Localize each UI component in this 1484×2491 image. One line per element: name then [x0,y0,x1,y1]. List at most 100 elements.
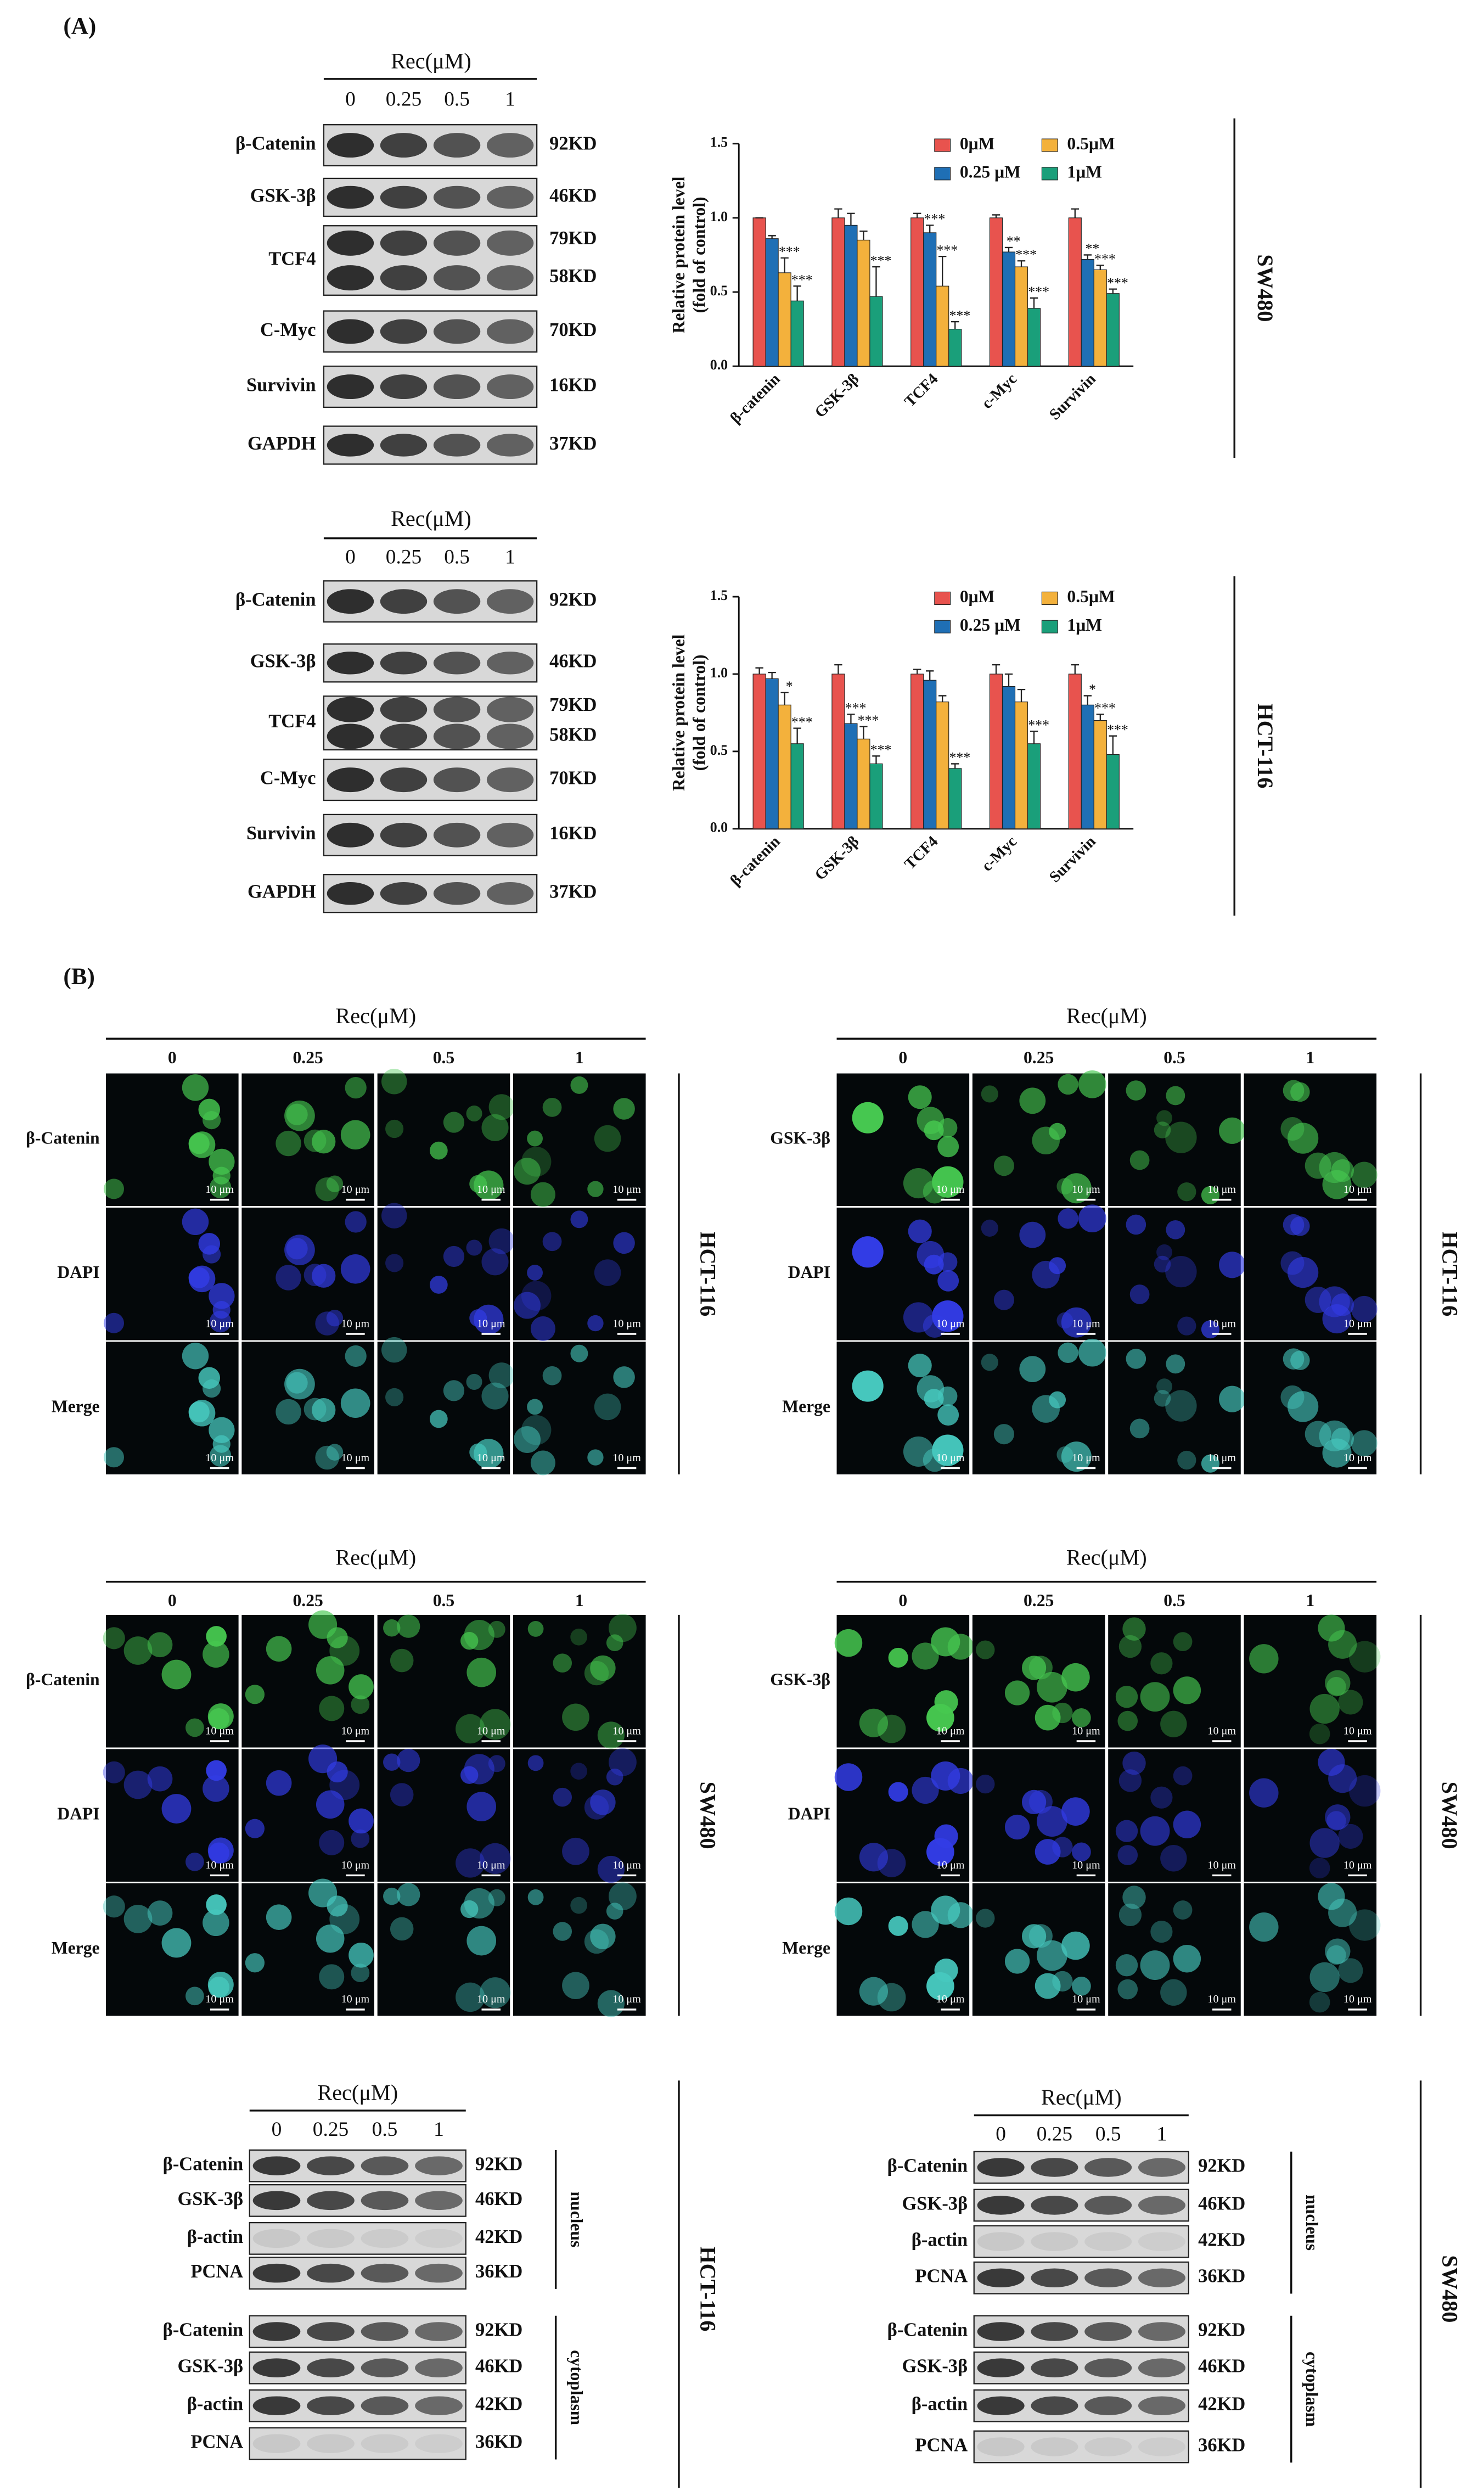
significance-label: *** [779,244,800,260]
bar [1081,259,1094,367]
blot-band [252,2191,301,2211]
cell [608,1748,637,1776]
scale-bar-label: 10 μm [205,1183,234,1196]
row-label: β-Catenin [26,1670,100,1689]
significance-label: *** [870,742,892,758]
cell [1150,1786,1173,1809]
legend-swatch [1041,167,1058,181]
cell [514,1292,541,1319]
legend-swatch [934,591,951,605]
cell [852,1370,884,1402]
cell [383,1887,401,1905]
cell [385,1388,404,1406]
y-tick-label: 1.5 [710,587,728,603]
scale-bar-label: 10 μm [205,1993,234,2005]
blot-band [977,2196,1025,2215]
cell [521,1147,552,1177]
cell [521,1415,552,1445]
cell [474,1304,504,1334]
legend-swatch [1041,620,1058,633]
scale-bar-label: 10 μm [1344,1183,1372,1196]
cell [488,1755,505,1772]
blot-band [433,374,481,400]
scale-bar-label: 10 μm [1072,1183,1100,1196]
micrograph [834,1614,974,1748]
blot-band [977,2437,1025,2456]
error-bar [834,208,842,218]
cell [203,1379,221,1398]
cell [570,1210,588,1228]
significance-label: *** [845,700,867,716]
cell [1004,1814,1030,1840]
cell [613,1366,635,1388]
scale-bar-label: 10 μm [1344,1859,1372,1871]
dose-label: 0.5 [1163,1591,1185,1610]
cell [562,1972,589,2000]
micrograph-bg [513,1883,646,2016]
protein-label: β-actin [912,2230,968,2251]
blot-band [486,319,534,344]
error-bar [768,671,776,679]
error-bar [1071,664,1079,674]
blot-band [486,822,534,848]
size-label: 46KD [549,651,597,672]
cell [385,1119,404,1138]
cell [917,1241,945,1269]
scale-bar-label: 10 μm [205,1452,234,1464]
cell-line-label: SW480 [1253,254,1278,322]
cell [351,1695,370,1714]
significance-label: * [1089,682,1096,698]
cell [245,1953,265,1973]
row-label: GSK-3β [770,1670,830,1689]
blot-band [433,723,481,749]
micrograph [834,1749,974,1882]
cell [1165,1390,1197,1422]
cell [1129,1284,1150,1304]
error-bar [951,321,959,329]
bar [790,743,804,829]
cell [1035,1839,1061,1865]
micrograph-bg [1108,1614,1241,1748]
blot-band [307,2322,355,2341]
bar [778,272,791,367]
cell [917,1375,945,1402]
size-label: 46KD [475,2189,522,2209]
blot-band [252,2263,301,2283]
micrograph [1108,1883,1241,2016]
significance-label: *** [924,211,945,227]
dose-label: 0.5 [372,2118,398,2141]
cell [488,1889,505,1906]
cell [326,1309,344,1327]
cell [527,1399,543,1415]
cell [397,1614,420,1638]
x-tick-label: TCF4 [901,833,941,873]
size-label: 42KD [475,2394,522,2415]
bar [778,704,791,829]
blot-band [361,2191,409,2211]
cell [1061,1173,1092,1204]
cell [1056,1178,1073,1194]
cell [1126,1080,1146,1101]
cell [481,1382,509,1410]
protein-label: β-Catenin [887,2319,968,2340]
bar [1106,293,1120,367]
dose-label: 0.25 [386,546,421,569]
y-axis-title: (fold of control) [689,197,709,313]
scale-bar-label: 10 μm [1344,1725,1372,1737]
micrograph [241,1342,374,1474]
blot-band [486,882,534,905]
blot-band [977,2358,1025,2377]
scale-bar-label: 10 μm [1344,1317,1372,1329]
cell-line-label: HCT-116 [696,2246,721,2331]
scale-bar-label: 10 μm [1344,1452,1372,1464]
cell [1156,1110,1172,1126]
cell [209,1148,235,1175]
cell [147,1900,173,1926]
micrograph-bg [1108,1749,1241,1882]
error-bar [1109,735,1117,755]
cell [1338,1690,1363,1715]
micrograph [1244,1748,1381,1882]
cell [1160,1979,1187,2006]
bar [790,300,804,367]
dose-label: 0.5 [444,546,470,569]
